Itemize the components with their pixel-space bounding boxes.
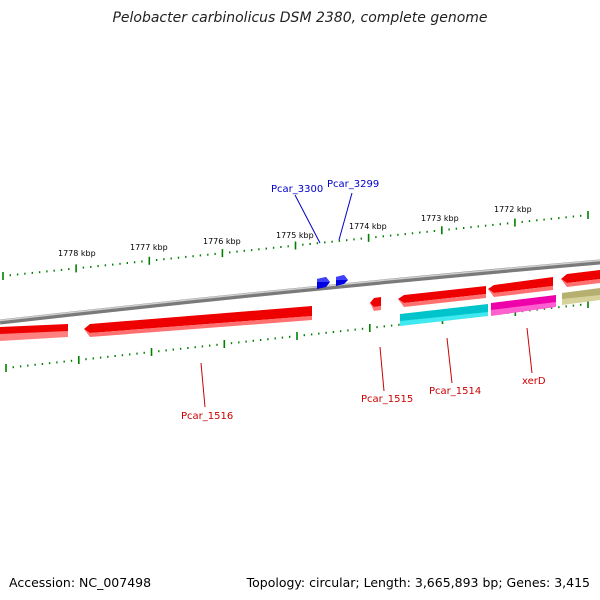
pcar-3300-leader [294,194,321,244]
gene-label-pcar-3300[interactable]: Pcar_3300 [271,184,323,195]
gene-pcar-3299[interactable] [336,275,348,286]
gene-right-olive[interactable] [562,288,600,305]
xerd-leader [526,327,533,374]
ruler-label-1777: 1777 kbp [130,243,168,252]
topology-text: Topology: circular; Length: 3,665,893 bp… [246,575,590,590]
gene-pcar-1514-upper[interactable] [398,286,486,307]
ruler-label-1778: 1778 kbp [58,249,96,258]
accession-text: Accession: NC_007498 [9,575,152,590]
gene-left-fragment[interactable] [0,324,68,341]
gene-label-pcar-1515[interactable]: Pcar_1515 [361,394,413,405]
pcar-1516-leader [200,362,206,408]
ruler-label-1773: 1773 kbp [421,214,459,223]
gene-red-mid[interactable] [488,277,553,297]
pcar-1515-leader [379,346,385,392]
ruler-label-1772: 1772 kbp [494,205,532,214]
gene-right-red[interactable] [561,270,600,287]
pcar-3299-leader [338,192,353,241]
gene-label-xerd[interactable]: xerD [522,376,546,387]
pcar-1514-leader [446,337,453,384]
gene-pcar-3300[interactable] [317,277,330,289]
ruler-label-1776: 1776 kbp [203,237,241,246]
gene-label-pcar-1514[interactable]: Pcar_1514 [429,386,481,397]
gene-xerd[interactable] [491,295,556,316]
gene-pcar-1515[interactable] [370,297,381,311]
gene-pcar-1516[interactable] [84,306,312,337]
ruler-label-1774: 1774 kbp [349,222,387,231]
genome-title: Pelobacter carbinolicus DSM 2380, comple… [112,10,488,26]
genome-backbone [0,259,600,325]
upper-tick-track [2,211,589,280]
ruler-label-1775: 1775 kbp [276,231,314,240]
gene-pcar-1514[interactable] [400,304,488,326]
gene-label-pcar-3299[interactable]: Pcar_3299 [327,179,379,190]
gene-label-pcar-1516[interactable]: Pcar_1516 [181,411,233,422]
